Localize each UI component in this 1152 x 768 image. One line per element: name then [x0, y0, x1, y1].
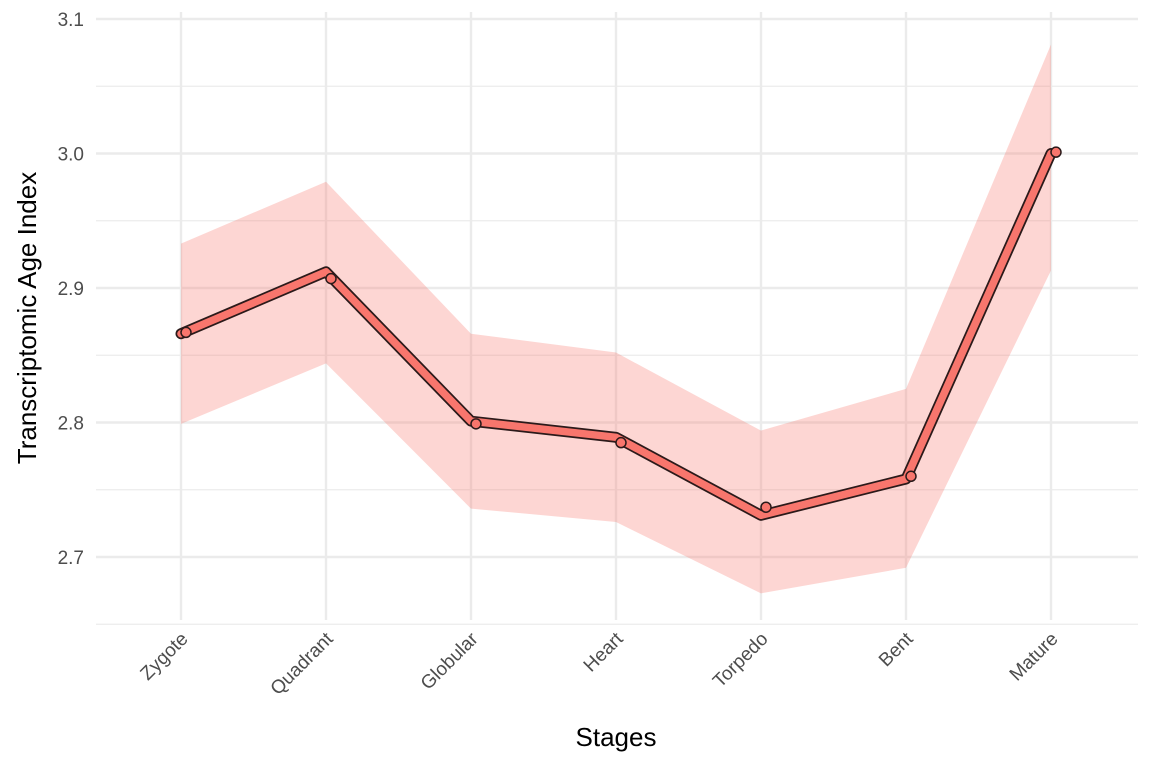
x-tick-label: Heart — [580, 628, 628, 676]
y-tick-label: 3.1 — [58, 10, 84, 31]
data-point — [470, 418, 482, 430]
x-tick-label: Quadrant — [267, 628, 338, 699]
x-tick-label: Globular — [417, 628, 483, 694]
data-point — [1050, 146, 1062, 158]
y-axis-title: Transcriptomic Age Index — [12, 172, 42, 464]
data-point — [180, 326, 192, 339]
confidence-ribbon-layer — [181, 44, 1051, 594]
confidence-ribbon — [181, 44, 1051, 594]
data-point — [325, 272, 337, 285]
y-axis-ticks: 2.7 2.8 2.9 3.0 3.1 — [58, 10, 84, 569]
y-tick-label: 2.8 — [58, 414, 84, 435]
x-axis-title: Stages — [576, 722, 657, 752]
data-point — [760, 501, 772, 513]
x-tick-label: Zygote — [137, 629, 193, 685]
x-tick-label: Torpedo — [709, 629, 772, 692]
data-point — [905, 470, 917, 483]
data-point — [615, 436, 627, 449]
y-tick-label: 2.7 — [58, 548, 84, 569]
x-tick-label: Mature — [1006, 629, 1063, 686]
x-tick-label: Bent — [875, 628, 918, 671]
data-points-layer — [180, 146, 1062, 513]
y-tick-label: 3.0 — [58, 145, 84, 166]
x-axis-ticks: Zygote Quadrant Globular Heart Torpedo Bent Ma… — [137, 628, 1063, 699]
y-tick-label: 2.9 — [58, 279, 84, 300]
grid — [96, 12, 1138, 625]
